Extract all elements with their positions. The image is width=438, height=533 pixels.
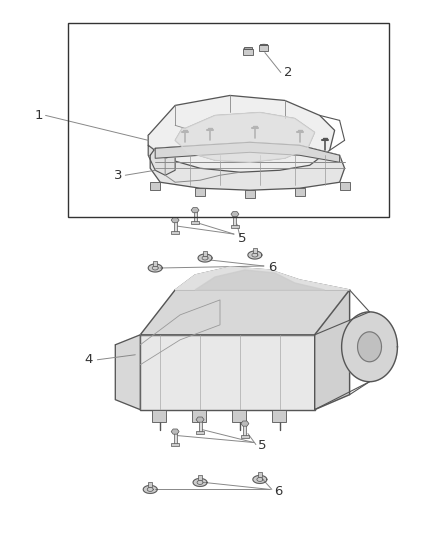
Bar bbox=[231, 225, 239, 228]
Text: 5: 5 bbox=[238, 231, 246, 245]
Bar bbox=[244, 424, 247, 435]
Text: 1: 1 bbox=[34, 109, 43, 122]
Polygon shape bbox=[143, 486, 157, 494]
Polygon shape bbox=[198, 254, 212, 262]
Bar bbox=[148, 482, 152, 487]
Polygon shape bbox=[140, 290, 350, 335]
Bar bbox=[198, 419, 201, 432]
Polygon shape bbox=[191, 207, 199, 213]
Text: 6: 6 bbox=[268, 262, 276, 274]
Text: 6: 6 bbox=[274, 485, 282, 498]
Bar bbox=[192, 410, 206, 422]
Text: 3: 3 bbox=[114, 169, 123, 182]
Bar bbox=[259, 45, 268, 51]
Polygon shape bbox=[175, 112, 314, 162]
Polygon shape bbox=[231, 212, 239, 217]
Bar bbox=[68, 22, 389, 217]
Bar bbox=[253, 248, 257, 253]
Bar bbox=[260, 44, 268, 45]
Bar bbox=[173, 220, 177, 232]
Polygon shape bbox=[253, 475, 267, 483]
Bar bbox=[150, 182, 160, 190]
Polygon shape bbox=[140, 335, 314, 410]
Text: 2: 2 bbox=[283, 66, 292, 79]
Bar bbox=[258, 472, 262, 478]
Text: 5: 5 bbox=[258, 439, 266, 452]
Polygon shape bbox=[171, 429, 179, 434]
Bar bbox=[195, 188, 205, 196]
Bar bbox=[171, 442, 179, 446]
Bar bbox=[339, 182, 350, 190]
Bar bbox=[191, 221, 199, 224]
Polygon shape bbox=[171, 217, 179, 223]
Bar bbox=[198, 475, 202, 480]
Polygon shape bbox=[175, 267, 350, 290]
Bar bbox=[241, 434, 249, 438]
Bar bbox=[233, 214, 237, 226]
Text: 4: 4 bbox=[84, 353, 92, 366]
Bar bbox=[194, 210, 197, 222]
Polygon shape bbox=[357, 332, 381, 362]
Bar bbox=[171, 231, 179, 234]
Polygon shape bbox=[248, 251, 262, 259]
Bar bbox=[152, 410, 166, 422]
Bar bbox=[272, 410, 286, 422]
Bar bbox=[245, 190, 255, 198]
Bar bbox=[243, 49, 253, 55]
Polygon shape bbox=[314, 290, 350, 410]
Polygon shape bbox=[148, 264, 162, 272]
Bar bbox=[173, 432, 177, 443]
Polygon shape bbox=[193, 479, 207, 487]
Polygon shape bbox=[241, 421, 249, 426]
Polygon shape bbox=[196, 417, 204, 422]
Polygon shape bbox=[342, 312, 397, 382]
Bar bbox=[203, 251, 207, 256]
Bar bbox=[295, 188, 305, 196]
Polygon shape bbox=[155, 142, 339, 162]
Polygon shape bbox=[115, 335, 140, 410]
Bar bbox=[153, 261, 157, 266]
Bar bbox=[244, 47, 252, 49]
Bar bbox=[196, 431, 204, 433]
Polygon shape bbox=[148, 135, 175, 175]
Polygon shape bbox=[148, 95, 335, 172]
Polygon shape bbox=[150, 142, 345, 190]
Bar bbox=[232, 410, 246, 422]
Polygon shape bbox=[195, 270, 325, 290]
